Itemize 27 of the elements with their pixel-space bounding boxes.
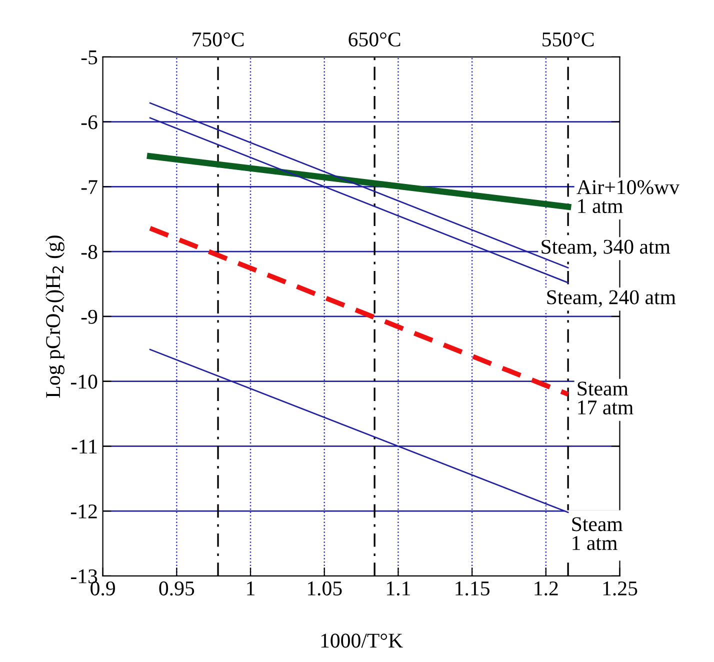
y-axis-title: Log pCrO$_{2}$()H$_{2}$ (g) [45, 236, 64, 398]
series-label: Air+10%wv 1 atm [576, 180, 680, 214]
series-label: Steam, 240 atm [547, 290, 676, 308]
x-tick-label: 1.2 [534, 581, 558, 596]
y-tick-label: -13 [70, 569, 98, 584]
series-label: Steam 1 atm [572, 517, 623, 550]
x-tick-label: 0.9 [90, 581, 115, 596]
y-tick-label: -5 [81, 50, 98, 64]
x-tick-label: 1.15 [456, 582, 490, 596]
y-tick-label: -7 [81, 180, 98, 194]
series-label: Steam 17 atm [578, 382, 634, 415]
y-tick-label: -9 [81, 310, 98, 324]
x-axis-title: 1000/T°K [321, 634, 403, 648]
y-tick-label: -6 [81, 115, 98, 130]
x-tick-label: 1 [247, 582, 254, 596]
series-label: Steam, 340 atm [542, 240, 670, 257]
ref-line-label: 550°C [542, 32, 594, 46]
y-tick-label: -10 [70, 374, 98, 389]
ref-line-label: 750°C [192, 32, 244, 46]
ref-line-label: 650°C [348, 32, 400, 46]
x-tick-label: 0.95 [159, 581, 194, 596]
x-tick-label: 1.1 [387, 582, 410, 596]
x-tick-label: 1.25 [603, 581, 638, 596]
y-tick-label: -8 [81, 244, 98, 259]
y-tick-label: -12 [70, 504, 97, 518]
y-tick-label: -11 [72, 440, 97, 454]
x-tick-label: 1.05 [308, 581, 342, 596]
